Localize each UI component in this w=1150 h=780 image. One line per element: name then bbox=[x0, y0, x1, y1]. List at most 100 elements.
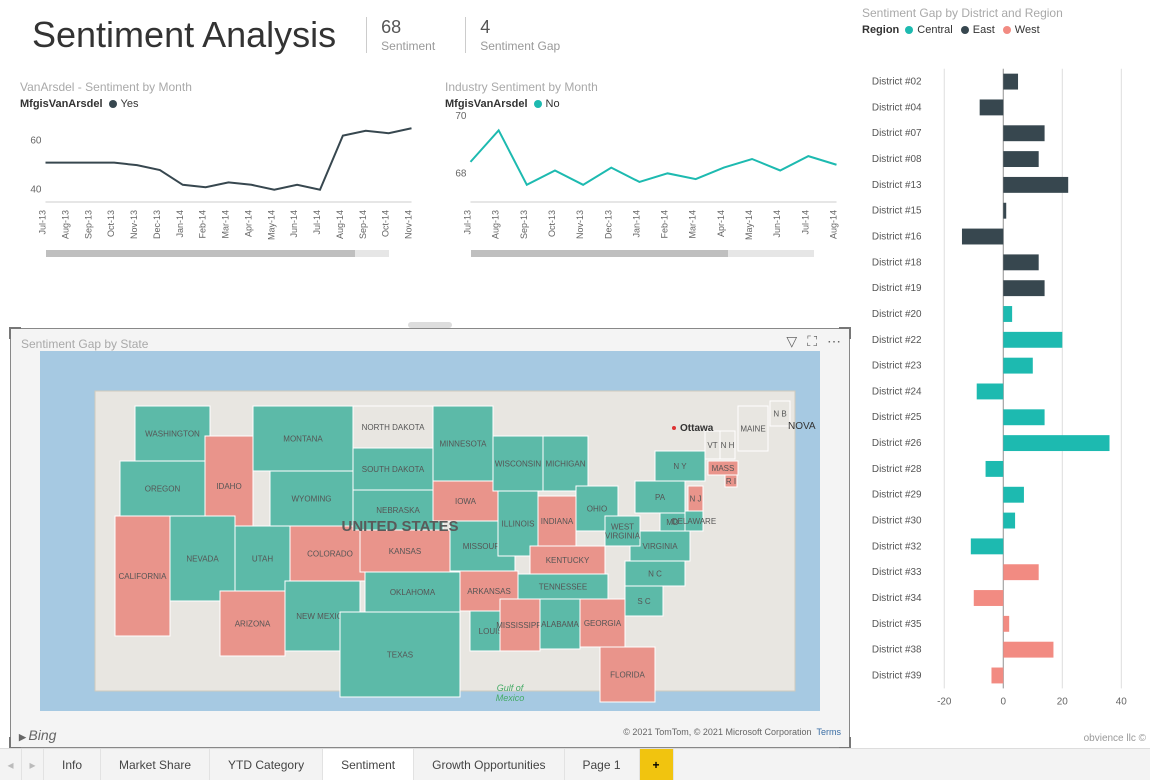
bar[interactable] bbox=[1003, 177, 1068, 193]
state-west-virginia[interactable] bbox=[605, 516, 640, 546]
svg-text:70: 70 bbox=[455, 111, 467, 122]
state-n-j[interactable] bbox=[688, 486, 703, 511]
bar[interactable] bbox=[1003, 254, 1038, 270]
state-r-i[interactable] bbox=[725, 475, 737, 487]
bar[interactable] bbox=[1003, 203, 1006, 219]
bar[interactable] bbox=[980, 99, 1004, 115]
state-indiana[interactable] bbox=[538, 496, 576, 546]
state-iowa[interactable] bbox=[433, 481, 498, 521]
line-chart-vanarsdel[interactable]: VanArsdel - Sentiment by Month MfgisVanA… bbox=[10, 74, 425, 324]
state-s-c[interactable] bbox=[625, 586, 663, 616]
map-terms-link[interactable]: Terms bbox=[817, 727, 842, 737]
bar[interactable] bbox=[1003, 280, 1044, 296]
svg-text:Feb-14: Feb-14 bbox=[198, 210, 208, 239]
svg-text:Aug-13: Aug-13 bbox=[491, 210, 501, 239]
tab-growth-opportunities[interactable]: Growth Opportunities bbox=[414, 749, 564, 780]
svg-text:20: 20 bbox=[1057, 696, 1069, 707]
drag-handle-icon[interactable] bbox=[408, 322, 452, 328]
bar[interactable] bbox=[1003, 435, 1109, 451]
state-alabama[interactable] bbox=[540, 599, 580, 649]
bar[interactable] bbox=[1003, 151, 1038, 167]
tab-market-share[interactable]: Market Share bbox=[101, 749, 210, 780]
state-vt[interactable] bbox=[705, 431, 720, 459]
state-washington[interactable] bbox=[135, 406, 210, 461]
bar[interactable] bbox=[1003, 564, 1038, 580]
legend-item[interactable]: East bbox=[961, 24, 995, 36]
chart-legend: MfgisVanArsdel No bbox=[445, 98, 844, 110]
state-delaware[interactable] bbox=[685, 511, 703, 531]
focus-icon[interactable]: ⛶ bbox=[807, 333, 817, 350]
svg-text:-20: -20 bbox=[937, 696, 952, 707]
bar-label: District #23 bbox=[872, 361, 922, 372]
state-montana[interactable] bbox=[253, 406, 353, 471]
state-kentucky[interactable] bbox=[530, 546, 605, 574]
svg-text:Oct-13: Oct-13 bbox=[106, 210, 116, 237]
state-n-h[interactable] bbox=[720, 431, 735, 459]
state-n-c[interactable] bbox=[625, 561, 685, 586]
state-wisconsin[interactable] bbox=[493, 436, 543, 491]
state-texas[interactable] bbox=[340, 612, 460, 697]
bar[interactable] bbox=[1003, 642, 1053, 658]
bar[interactable] bbox=[1003, 358, 1033, 374]
bar[interactable] bbox=[1003, 125, 1044, 141]
tab-add-button[interactable]: + bbox=[640, 749, 674, 780]
tab-prev-icon[interactable]: ◂ bbox=[0, 749, 22, 780]
state-florida[interactable] bbox=[600, 647, 655, 702]
state-oregon[interactable] bbox=[120, 461, 205, 516]
bar[interactable] bbox=[1003, 409, 1044, 425]
bing-logo: Bing bbox=[19, 727, 56, 743]
state-utah[interactable] bbox=[235, 526, 290, 591]
map-visual[interactable]: ▽ ⛶ ⋯ Sentiment Gap by State WASHINGTONO… bbox=[10, 328, 850, 748]
filter-icon[interactable]: ▽ bbox=[786, 333, 797, 350]
state-arizona[interactable] bbox=[220, 591, 285, 656]
more-icon[interactable]: ⋯ bbox=[827, 333, 841, 350]
bar[interactable] bbox=[962, 229, 1003, 245]
line-chart-industry[interactable]: Industry Sentiment by Month MfgisVanArsd… bbox=[435, 74, 850, 324]
bar[interactable] bbox=[1003, 332, 1062, 348]
bar-chart-district[interactable]: Sentiment Gap by District and Region Reg… bbox=[854, 0, 1150, 748]
state-mass[interactable] bbox=[708, 461, 738, 475]
state-michigan[interactable] bbox=[543, 436, 588, 491]
tab-sentiment[interactable]: Sentiment bbox=[323, 749, 414, 780]
bar[interactable] bbox=[986, 461, 1004, 477]
us-map-svg[interactable]: WASHINGTONOREGONIDAHOMONTANAWYOMINGNEVAD… bbox=[11, 351, 849, 711]
tab-info[interactable]: Info bbox=[44, 749, 101, 780]
state-mississippi[interactable] bbox=[500, 599, 540, 651]
bar[interactable] bbox=[1003, 616, 1009, 632]
svg-text:Apr-14: Apr-14 bbox=[716, 210, 726, 237]
bar[interactable] bbox=[1003, 513, 1015, 529]
legend-item[interactable]: Central bbox=[905, 24, 952, 36]
bar[interactable] bbox=[1003, 306, 1012, 322]
state-nevada[interactable] bbox=[170, 516, 235, 601]
legend-item[interactable]: West bbox=[1003, 24, 1040, 36]
kpi-sentiment: 68 Sentiment bbox=[366, 17, 435, 53]
bar[interactable] bbox=[1003, 74, 1018, 90]
state-north-dakota[interactable] bbox=[353, 406, 433, 448]
map-title: Sentiment Gap by State bbox=[11, 329, 849, 351]
tab-next-icon[interactable]: ▸ bbox=[22, 749, 44, 780]
state-pa[interactable] bbox=[635, 481, 685, 513]
state-minnesota[interactable] bbox=[433, 406, 493, 481]
state-georgia[interactable] bbox=[580, 599, 625, 647]
bar[interactable] bbox=[974, 590, 1004, 606]
state-oklahoma[interactable] bbox=[365, 572, 460, 612]
chart-scrollbar[interactable] bbox=[471, 250, 814, 257]
bar[interactable] bbox=[977, 384, 1004, 400]
bar[interactable] bbox=[991, 668, 1003, 684]
bar-label: District #34 bbox=[872, 593, 922, 604]
state-tennessee[interactable] bbox=[518, 574, 608, 599]
state-california[interactable] bbox=[115, 516, 170, 636]
bar[interactable] bbox=[971, 538, 1003, 554]
state-maine[interactable] bbox=[738, 406, 768, 451]
svg-text:Mexico: Mexico bbox=[496, 693, 525, 703]
state-kansas[interactable] bbox=[360, 530, 450, 572]
svg-text:Jul-13: Jul-13 bbox=[38, 210, 48, 235]
state-n-b[interactable] bbox=[770, 401, 790, 426]
state-n-y[interactable] bbox=[655, 451, 705, 481]
tab-ytd-category[interactable]: YTD Category bbox=[210, 749, 323, 780]
state-south-dakota[interactable] bbox=[353, 448, 433, 490]
bar[interactable] bbox=[1003, 487, 1024, 503]
tab-page-1[interactable]: Page 1 bbox=[565, 749, 640, 780]
chart-scrollbar[interactable] bbox=[46, 250, 389, 257]
state-md[interactable] bbox=[660, 513, 685, 531]
